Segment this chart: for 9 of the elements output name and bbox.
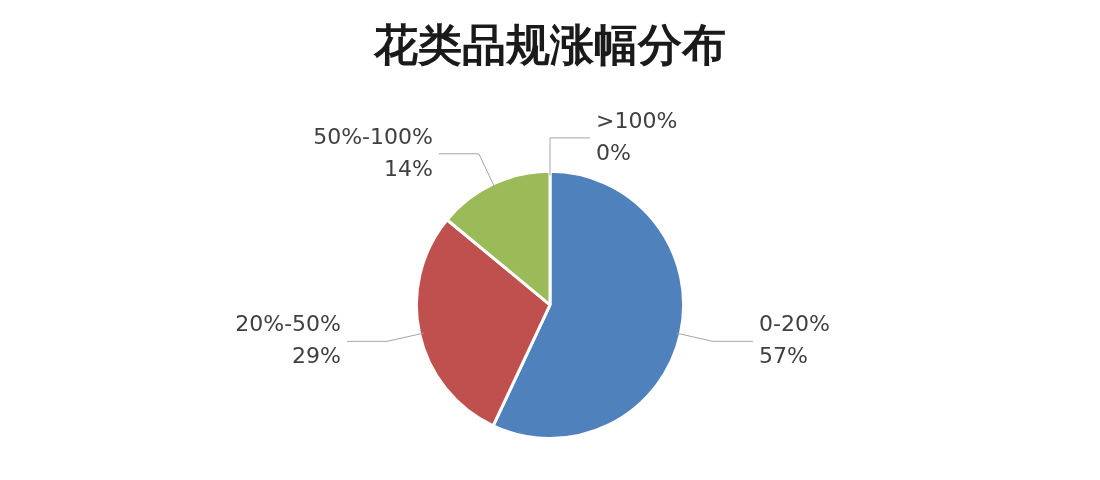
text: 0% <box>596 139 631 165</box>
data-label: 29% <box>292 343 342 369</box>
slice-label: 0-20% <box>758 311 830 337</box>
data-label: 14% <box>383 155 433 181</box>
slice-label: 50%-100% <box>313 123 433 149</box>
chart-title: 花类品规涨幅分布 <box>373 18 726 70</box>
category-label: >100% <box>596 107 678 133</box>
data-label: 57% <box>758 343 808 369</box>
slice-label: 20%-50% <box>235 311 342 337</box>
